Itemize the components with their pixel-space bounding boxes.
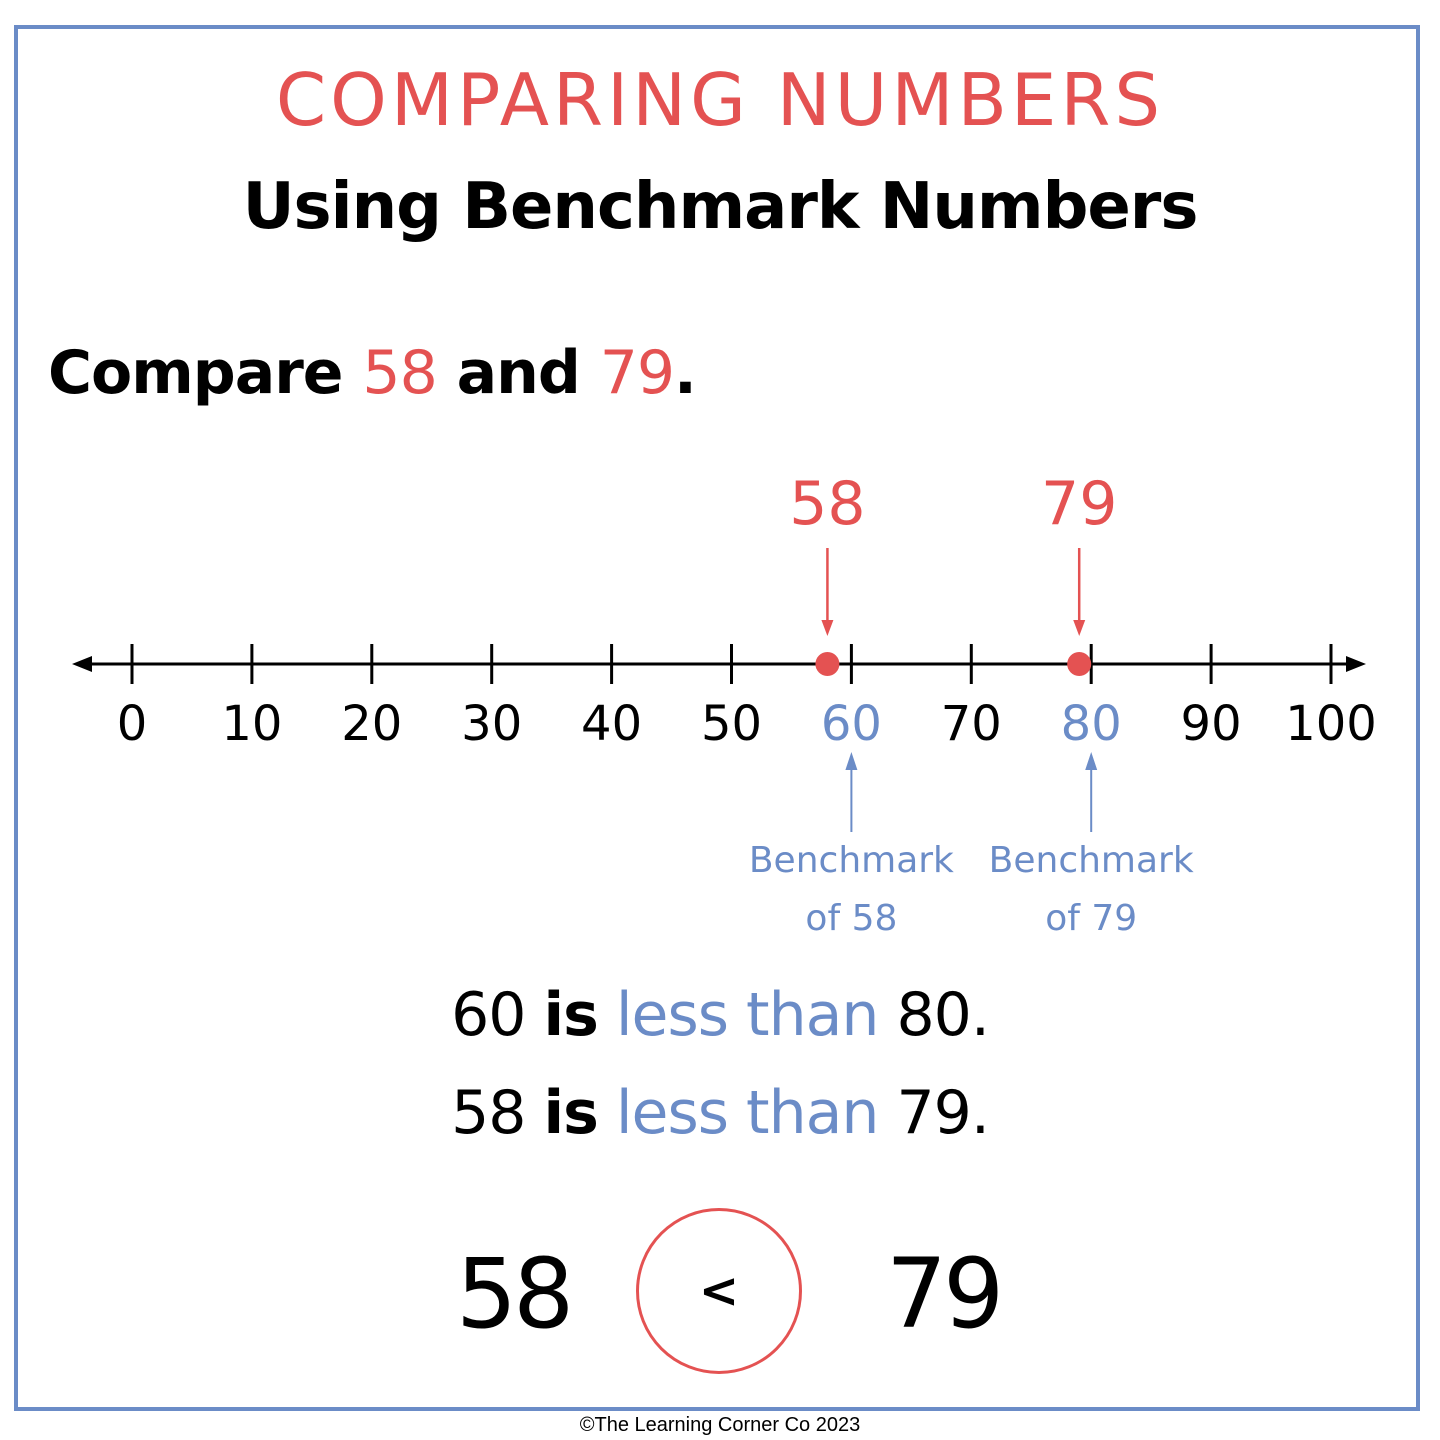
prompt-suffix: . [674, 338, 697, 408]
prompt-prefix: Compare [48, 338, 363, 408]
page-title: COMPARING NUMBERS [275, 58, 1165, 142]
statement-1-relation: less than [615, 980, 880, 1050]
tick-label-50: 50 [701, 696, 762, 752]
statement-2-right: 79. [896, 1078, 989, 1148]
point-label-79: 79 [1041, 469, 1117, 539]
axis-arrow-left [72, 656, 92, 672]
compare-prompt: Compare 58 and 79. [48, 338, 697, 408]
tick-label-30: 30 [461, 696, 522, 752]
statement-1-right: 80. [896, 980, 989, 1050]
statement-1-is: is [543, 980, 599, 1050]
tick-label-90: 90 [1181, 696, 1242, 752]
tick-label-10: 10 [221, 696, 282, 752]
tick-label-100: 100 [1285, 696, 1377, 752]
prompt-number-b: 79 [599, 338, 675, 408]
statement-1-left: 60 [451, 980, 526, 1050]
prompt-middle: and [436, 338, 600, 408]
tick-label-80: 80 [1061, 696, 1122, 752]
benchmark-arrowhead-60 [845, 752, 858, 770]
benchmark-arrowhead-80 [1085, 752, 1098, 770]
statement-2: 58 is less than 79. [0, 1078, 1440, 1148]
statement-1: 60 is less than 80. [0, 980, 1440, 1050]
tick-label-0: 0 [117, 696, 148, 752]
prompt-number-a: 58 [362, 338, 437, 408]
tick-label-40: 40 [581, 696, 642, 752]
comparison-symbol: < [698, 1263, 740, 1319]
statement-2-is: is [543, 1078, 599, 1148]
comparison-right: 79 [886, 1238, 1004, 1350]
tick-label-70: 70 [941, 696, 1002, 752]
tick-label-20: 20 [341, 696, 402, 752]
point-label-58: 58 [789, 469, 865, 539]
comparison-symbol-circle: < [636, 1208, 802, 1374]
statement-2-relation: less than [615, 1078, 880, 1148]
copyright: ©The Learning Corner Co 2023 [579, 1414, 861, 1436]
point-arrowhead-79 [1073, 620, 1086, 636]
point-dot-79 [1067, 652, 1092, 676]
benchmark-caption-line2-80: of 79 [1045, 898, 1137, 939]
number-line: 0 10 20 30 40 50 60 70 80 90 100 58 Benchmark of 58 79… [72, 469, 1377, 939]
page-subtitle: Using Benchmark Numbers [242, 170, 1199, 244]
statement-2-left: 58 [451, 1078, 526, 1148]
page-border [14, 25, 1420, 1411]
point-dot-58 [815, 652, 840, 676]
tick-label-60: 60 [821, 696, 882, 752]
axis-arrow-right [1346, 656, 1366, 672]
comparison-left: 58 [456, 1238, 574, 1350]
point-arrowhead-58 [821, 620, 834, 636]
benchmark-caption-line2-60: of 58 [805, 898, 897, 939]
benchmark-caption-line1-60: Benchmark [749, 840, 954, 881]
benchmark-caption-line1-80: Benchmark [989, 840, 1194, 881]
